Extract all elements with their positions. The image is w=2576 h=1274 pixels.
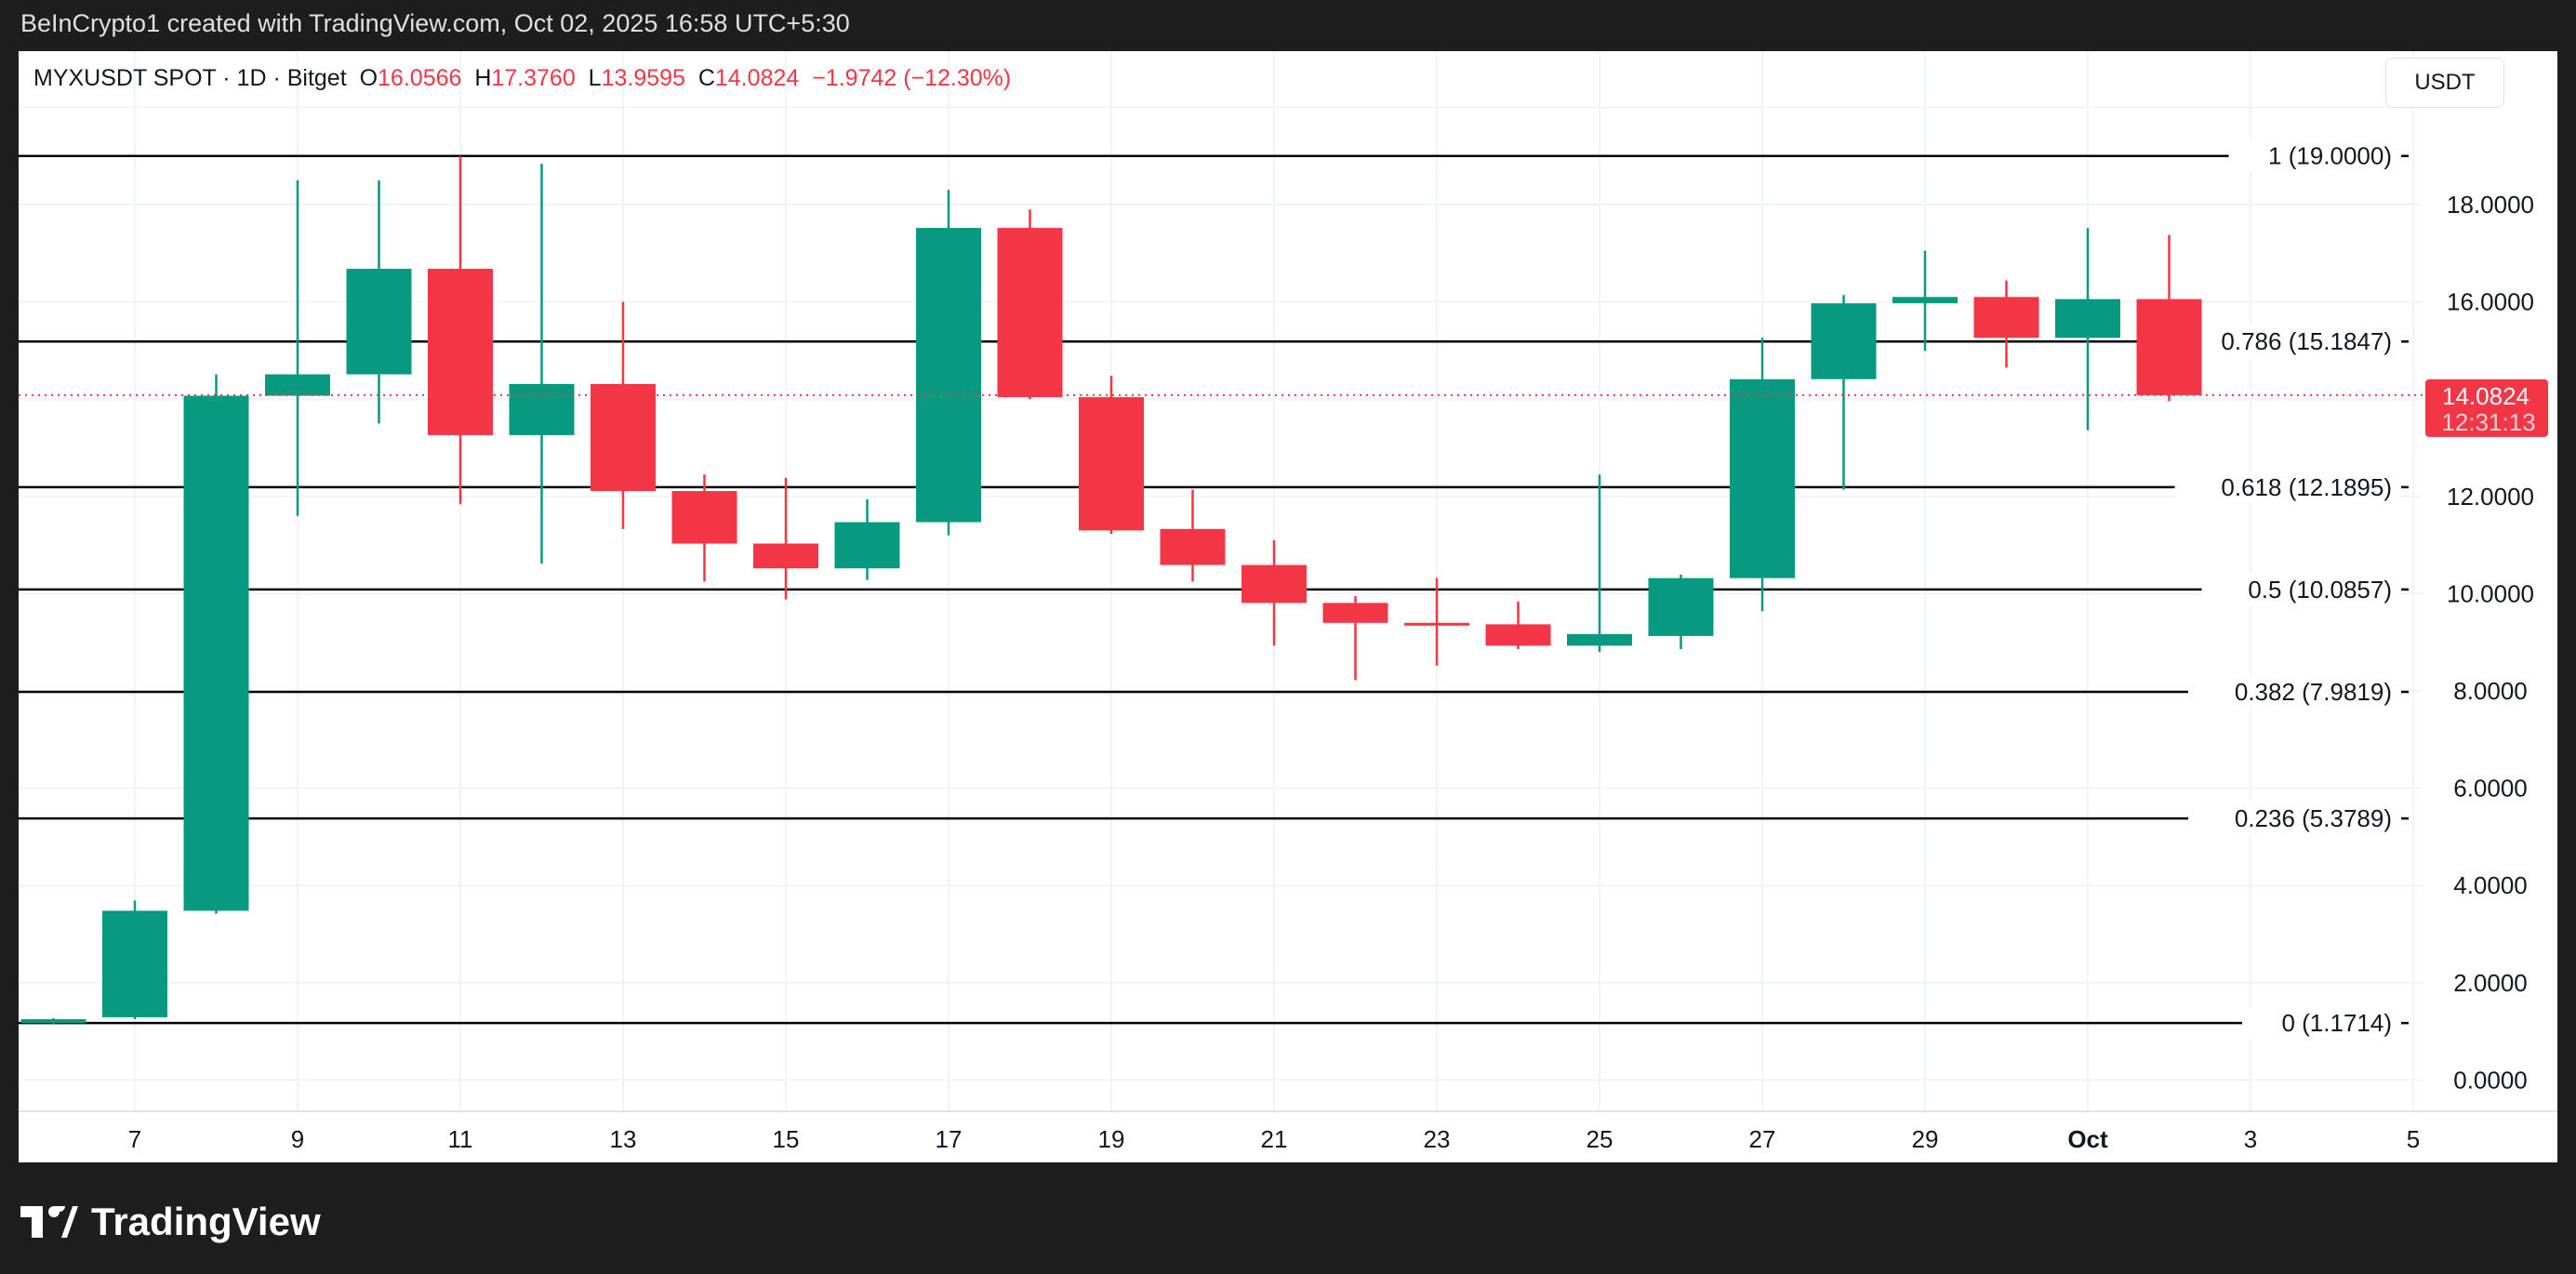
candle-body <box>509 383 575 435</box>
fib-label-bg <box>2174 470 2401 504</box>
time-tick-label: 19 <box>1098 1125 1125 1153</box>
fib-level-label: 0.236 (5.3789) <box>2235 804 2392 832</box>
fib-label-bg <box>2228 139 2401 173</box>
price-tick-label: 16.0000 <box>2447 288 2534 316</box>
tradingview-logo-icon <box>20 1206 78 1238</box>
candle-body <box>102 910 167 1017</box>
time-tick-label: 27 <box>1749 1125 1776 1153</box>
time-tick-label: 7 <box>128 1125 141 1153</box>
candle-body <box>1730 378 1795 578</box>
fib-level-label: 0.618 (12.1895) <box>2221 473 2392 501</box>
open-label: O <box>359 65 378 91</box>
price-tick-label: 2.0000 <box>2453 969 2528 997</box>
fib-label-bg <box>2242 1006 2401 1041</box>
time-tick-label: Oct <box>2067 1125 2108 1153</box>
high-value: 17.3760 <box>491 65 576 91</box>
change-value: −1.9742 (−12.30%) <box>812 65 1012 91</box>
price-tick-label: 10.0000 <box>2447 579 2534 607</box>
time-tick-label: 3 <box>2244 1125 2257 1153</box>
fib-label-bg <box>2188 802 2401 836</box>
fib-label-bg <box>2188 674 2401 709</box>
candle-body <box>1322 603 1388 623</box>
close-label: C <box>697 65 715 91</box>
candle-body <box>428 269 493 435</box>
fib-level-label: 0.382 (7.9819) <box>2235 678 2392 706</box>
candle-body <box>997 228 1063 398</box>
countdown-label: 12:31:13 <box>2441 408 2535 436</box>
candle-body <box>183 395 249 911</box>
price-tick-label: 18.0000 <box>2447 191 2534 219</box>
candle-body <box>2055 299 2120 338</box>
fib-label-bg <box>2174 325 2401 359</box>
candle-body <box>671 491 737 544</box>
logo-text: TradingView <box>91 1200 321 1243</box>
time-tick-label: 5 <box>2407 1125 2420 1153</box>
last-price-badge <box>2425 378 2548 437</box>
tradingview-logo: TradingView <box>20 1200 321 1244</box>
time-tick-label: 21 <box>1261 1125 1288 1153</box>
price-tick-label: 12.0000 <box>2447 483 2534 511</box>
candle-body <box>1485 624 1551 646</box>
candle-body <box>1973 297 2039 338</box>
currency-button[interactable]: USDT <box>2385 58 2504 108</box>
candle-body <box>1079 397 1144 531</box>
chart-frame <box>19 51 2557 1162</box>
candle-body <box>591 383 656 492</box>
fib-level-label: 0.5 (10.0857) <box>2248 576 2392 604</box>
candle-body <box>346 269 412 375</box>
fib-level-label: 0.786 (15.1847) <box>2221 327 2392 355</box>
time-tick-label: 9 <box>291 1125 304 1153</box>
candle-body <box>1892 297 1958 304</box>
price-tick-label: 6.0000 <box>2453 775 2528 803</box>
candle-body <box>265 374 330 396</box>
candle-body <box>1160 528 1226 565</box>
candle-body <box>1242 564 1307 604</box>
low-value: 13.9595 <box>601 65 685 91</box>
candle-body <box>2136 299 2202 395</box>
price-tick-label: 8.0000 <box>2453 677 2528 705</box>
candle-body <box>916 228 981 523</box>
close-value: 14.0824 <box>714 65 800 91</box>
symbol-legend: MYXUSDT SPOT · 1D · Bitget O16.0566 H17.… <box>33 65 1011 92</box>
fib-level-label: 1 (19.0000) <box>2268 142 2392 170</box>
time-tick-label: 29 <box>1912 1125 1939 1153</box>
candle-body <box>20 1019 86 1024</box>
time-tick-label: 13 <box>610 1125 637 1153</box>
candle-body <box>1404 622 1469 626</box>
fib-label-bg <box>2201 572 2401 606</box>
chart-credit: BeInCrypto1 created with TradingView.com… <box>20 9 850 37</box>
open-value: 16.0566 <box>378 65 462 91</box>
time-tick-label: 23 <box>1424 1125 1451 1153</box>
price-tick-label: 0.0000 <box>2453 1066 2528 1094</box>
price-tick-label: 4.0000 <box>2453 871 2528 899</box>
symbol-name[interactable]: MYXUSDT SPOT · 1D · Bitget <box>33 65 347 91</box>
high-label: H <box>474 65 492 91</box>
fib-level-label: 0 (1.1714) <box>2281 1009 2392 1037</box>
candle-body <box>1567 633 1632 646</box>
candle-body <box>834 522 900 569</box>
time-tick-label: 25 <box>1587 1125 1613 1153</box>
last-price-label: 14.0824 <box>2442 382 2530 410</box>
time-tick-label: 15 <box>773 1125 800 1153</box>
candle-body <box>753 543 818 569</box>
candle-body <box>1811 303 1877 379</box>
time-tick-label: 11 <box>448 1125 473 1153</box>
time-tick-label: 17 <box>936 1125 963 1153</box>
low-label: L <box>588 65 602 91</box>
candle-body <box>1648 577 1714 636</box>
